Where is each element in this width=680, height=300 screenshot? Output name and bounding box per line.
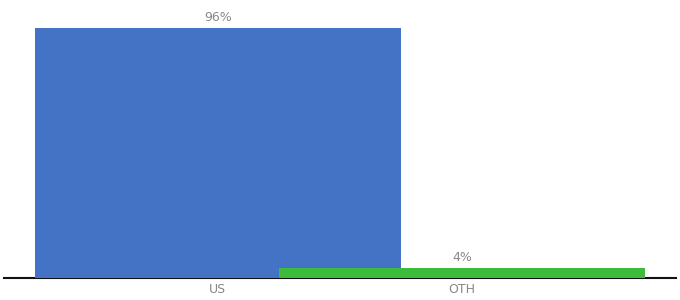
Text: 96%: 96% [204,11,232,24]
Bar [35,28,401,278]
Bar [279,268,645,278]
Text: 4%: 4% [452,250,472,264]
